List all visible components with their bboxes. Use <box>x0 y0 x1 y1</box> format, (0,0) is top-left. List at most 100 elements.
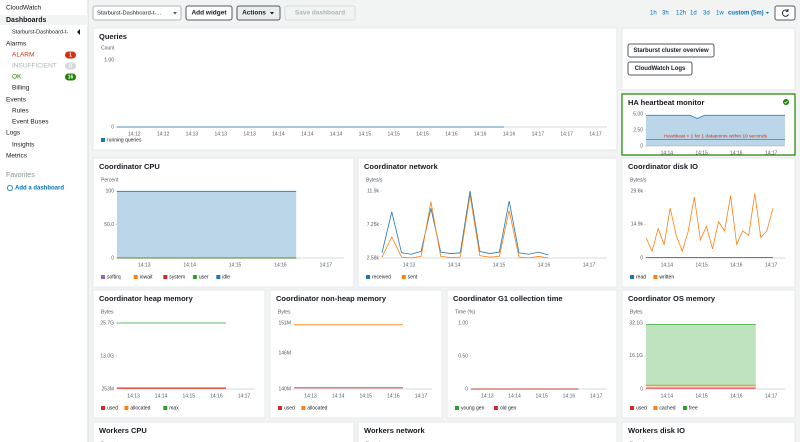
time-range[interactable]: 1d <box>690 11 697 17</box>
widget <box>621 421 796 442</box>
nav-item[interactable]: Logs <box>6 130 21 137</box>
legend-label[interactable]: free <box>689 405 698 411</box>
add-dashboard-link[interactable]: Add a dashboard <box>15 186 64 192</box>
save-button[interactable] <box>284 5 356 21</box>
unit-label: Bytes <box>278 309 291 315</box>
time-range[interactable]: 3d <box>703 11 710 17</box>
time-range[interactable]: 1w <box>716 11 724 17</box>
x-tick-label: 14:16 <box>210 393 223 399</box>
x-tick-label: 14:16 <box>730 262 743 268</box>
series-area <box>646 385 756 388</box>
x-tick-label: 14:14 <box>332 393 345 399</box>
actions-label[interactable]: Actions <box>242 10 266 17</box>
legend-label[interactable]: cached <box>659 405 675 411</box>
legend-label[interactable]: used <box>107 405 118 411</box>
x-tick-label: 14:15 <box>416 131 429 137</box>
service-name[interactable]: CloudWatch <box>6 5 42 12</box>
time-range[interactable]: 1h <box>650 11 657 17</box>
legend-label[interactable]: allocated <box>307 405 327 411</box>
x-tick-label: 14:12 <box>128 131 141 137</box>
link-button[interactable] <box>627 61 693 76</box>
x-tick-label: 14:15 <box>183 393 196 399</box>
caret <box>270 12 274 15</box>
legend-label[interactable]: iowait <box>140 274 153 280</box>
actions-button[interactable] <box>236 5 281 21</box>
x-tick-label: 14:14 <box>330 131 343 137</box>
legend-label[interactable]: user <box>199 274 209 280</box>
add-widget-button[interactable] <box>185 5 233 21</box>
legend-label[interactable]: sent <box>408 274 418 280</box>
x-tick-label: 14:13 <box>138 262 151 268</box>
widget <box>269 289 443 419</box>
nav-item[interactable]: Starburst-Dashboard-t- <box>12 29 68 35</box>
unit-label: Bytes/s <box>366 177 383 183</box>
dashboard-select-label[interactable]: Starburst-Dashboard-t-... <box>97 11 162 17</box>
legend-label[interactable]: used <box>636 405 647 411</box>
x-tick-label: 14:14 <box>661 393 674 399</box>
legend-swatch <box>301 406 306 410</box>
custom-range[interactable]: custom (5m) <box>728 11 764 17</box>
nav-item[interactable]: Billing <box>12 85 30 92</box>
refresh-icon[interactable] <box>781 9 789 17</box>
add-widget-label[interactable]: Add widget <box>191 10 227 17</box>
x-tick-label: 14:13 <box>127 393 140 399</box>
y-tick-label: 11.9k <box>367 188 379 194</box>
legend-label[interactable]: system <box>169 274 185 280</box>
x-tick-label: 14:15 <box>535 393 548 399</box>
legend-label[interactable]: old gen <box>500 405 517 411</box>
legend-swatch <box>653 275 658 279</box>
save-label[interactable]: Save dashboard <box>295 10 345 17</box>
legend-label[interactable]: softirq <box>107 274 121 280</box>
nav-item[interactable]: OK <box>12 74 22 81</box>
nav-item[interactable]: Rules <box>12 108 29 115</box>
time-range[interactable]: 12h <box>676 11 686 17</box>
widget-title: Coordinator heap memory <box>99 294 194 303</box>
x-tick-label: 14:16 <box>730 150 743 156</box>
collapse-icon[interactable] <box>77 29 80 35</box>
x-tick-label: 14:15 <box>695 262 708 268</box>
legend-label[interactable]: written <box>659 274 674 280</box>
legend-label[interactable]: received <box>372 274 391 280</box>
legend-swatch <box>163 275 168 279</box>
nav-item[interactable]: ALARM <box>12 52 34 59</box>
legend-swatch <box>366 275 370 279</box>
links-panel <box>621 27 796 91</box>
link-label[interactable]: CloudWatch Logs <box>635 66 686 72</box>
legend-swatch <box>101 406 105 410</box>
nav-item[interactable]: Insights <box>12 142 35 149</box>
nav-item[interactable]: Dashboards <box>6 17 47 24</box>
nav-item[interactable]: Events <box>6 97 27 104</box>
add-icon[interactable] <box>7 184 13 191</box>
x-tick-label: 14:17 <box>532 131 545 137</box>
selected-bg <box>0 15 88 25</box>
link-button[interactable] <box>627 43 715 58</box>
legend-label[interactable]: running queries <box>107 137 142 143</box>
link-label[interactable]: Starburst cluster overview <box>633 48 709 54</box>
widget-title: Coordinator network <box>364 162 439 171</box>
legend-label[interactable]: read <box>636 274 646 280</box>
unit-label: Bytes/s <box>630 177 647 183</box>
legend-label[interactable]: young gen <box>461 405 485 411</box>
y-tick-label: 146M <box>278 350 291 356</box>
legend-label[interactable]: allocated <box>130 405 150 411</box>
y-tick-label: 0 <box>640 255 643 261</box>
x-tick-label: 14:17 <box>589 131 602 137</box>
legend-swatch <box>101 275 105 279</box>
x-tick-label: 14:17 <box>238 393 251 399</box>
widget <box>621 289 796 419</box>
nav-item[interactable]: INSUFFICIENT <box>12 63 57 70</box>
legend-swatch <box>192 275 197 279</box>
nav-item[interactable]: Event Buses <box>12 119 49 126</box>
legend-label[interactable]: used <box>284 405 295 411</box>
x-tick-label: 14:16 <box>445 131 458 137</box>
nav-item[interactable]: Metrics <box>6 153 28 160</box>
x-tick-label: 14:17 <box>560 131 573 137</box>
legend-label[interactable]: idle <box>222 274 230 280</box>
x-tick-label: 14:14 <box>183 262 196 268</box>
refresh-button[interactable] <box>774 5 796 21</box>
legend-label[interactable]: max <box>169 405 179 411</box>
nav-item[interactable]: Alarms <box>6 41 27 48</box>
time-range[interactable]: 3h <box>662 11 669 17</box>
dashboard-select[interactable] <box>92 5 182 21</box>
widget <box>357 421 618 442</box>
